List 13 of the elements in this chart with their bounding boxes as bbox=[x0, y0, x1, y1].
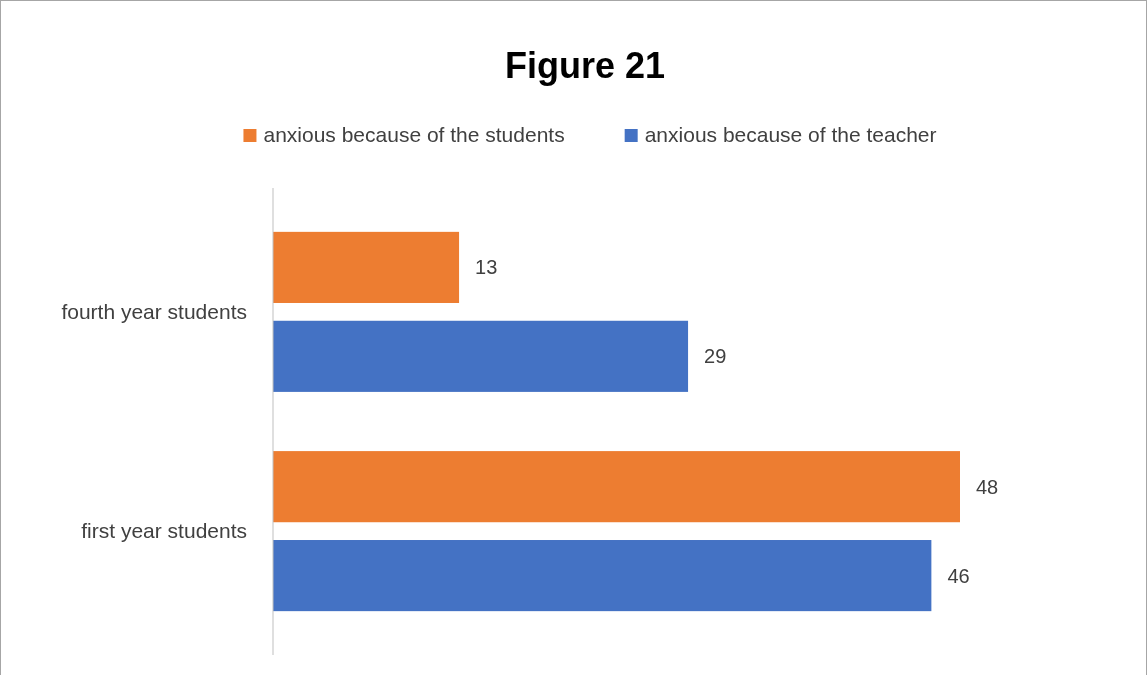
bar bbox=[273, 320, 689, 392]
data-label: 48 bbox=[976, 475, 999, 498]
data-label: 46 bbox=[947, 564, 970, 587]
bar bbox=[273, 540, 932, 612]
legend-label: anxious because of the teacher bbox=[644, 123, 937, 147]
bar bbox=[273, 231, 460, 303]
y-tick-label: first year students bbox=[81, 519, 247, 543]
bar bbox=[273, 451, 960, 523]
data-label: 13 bbox=[475, 256, 498, 279]
y-tick-label: fourth year students bbox=[61, 300, 247, 324]
chart-title: Figure 21 bbox=[504, 45, 666, 86]
legend-label: anxious because of the students bbox=[263, 123, 565, 147]
data-label: 29 bbox=[704, 345, 727, 368]
